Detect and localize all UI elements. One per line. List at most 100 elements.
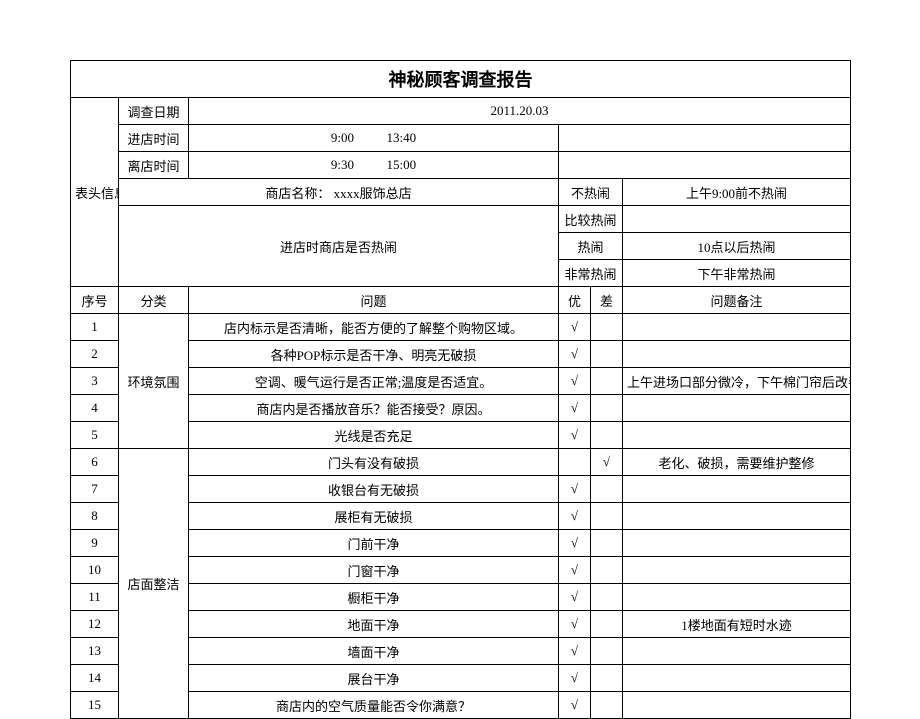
note <box>623 530 851 557</box>
question: 商店内是否播放音乐？能否接受？原因。 <box>189 395 559 422</box>
enter-times: 9:00 13:40 <box>189 125 559 152</box>
seq: 4 <box>71 395 119 422</box>
question: 门前干净 <box>189 530 559 557</box>
good <box>559 449 591 476</box>
busy-level-2: 热闹 <box>559 233 623 260</box>
store-label: 商店名称： <box>265 186 330 201</box>
seq: 1 <box>71 314 119 341</box>
store-value: xxxx服饰总店 <box>334 186 412 201</box>
bad <box>591 314 623 341</box>
col-note: 问题备注 <box>623 287 851 314</box>
seq: 8 <box>71 503 119 530</box>
busy-note-0: 上午9:00前不热闹 <box>623 179 851 206</box>
bad <box>591 584 623 611</box>
good: √ <box>559 665 591 692</box>
date-label: 调查日期 <box>119 98 189 125</box>
good: √ <box>559 584 591 611</box>
seq: 13 <box>71 638 119 665</box>
seq: 3 <box>71 368 119 395</box>
note <box>623 503 851 530</box>
bad <box>591 557 623 584</box>
question: 光线是否充足 <box>189 422 559 449</box>
leave-t1: 9:30 <box>331 157 354 172</box>
enter-t1: 9:00 <box>331 130 354 145</box>
good: √ <box>559 611 591 638</box>
note <box>623 314 851 341</box>
note <box>623 584 851 611</box>
seq: 14 <box>71 665 119 692</box>
col-cat: 分类 <box>119 287 189 314</box>
busy-level-0: 不热闹 <box>559 179 623 206</box>
good: √ <box>559 422 591 449</box>
store-name: 商店名称： xxxx服饰总店 <box>119 179 559 206</box>
busy-note-1 <box>623 206 851 233</box>
blank <box>559 125 851 152</box>
bad <box>591 368 623 395</box>
good: √ <box>559 395 591 422</box>
enter-label: 进店时间 <box>119 125 189 152</box>
category-1: 店面整洁 <box>119 449 189 719</box>
good: √ <box>559 503 591 530</box>
col-seq: 序号 <box>71 287 119 314</box>
note: 老化、破损，需要维护整修 <box>623 449 851 476</box>
bad <box>591 530 623 557</box>
col-bad: 差 <box>591 287 623 314</box>
question: 地面干净 <box>189 611 559 638</box>
question: 空调、暖气运行是否正常;温度是否适宜。 <box>189 368 559 395</box>
category-0: 环境氛围 <box>119 314 189 449</box>
bad <box>591 611 623 638</box>
good: √ <box>559 476 591 503</box>
note <box>623 665 851 692</box>
seq: 2 <box>71 341 119 368</box>
question: 展柜有无破损 <box>189 503 559 530</box>
note <box>623 638 851 665</box>
report-table: 神秘顾客调查报告 表头信息 调查日期 2011.20.03 进店时间 9:00 … <box>70 60 851 719</box>
note <box>623 557 851 584</box>
report-title: 神秘顾客调查报告 <box>71 61 851 98</box>
col-good: 优 <box>559 287 591 314</box>
note <box>623 341 851 368</box>
seq: 10 <box>71 557 119 584</box>
leave-label: 离店时间 <box>119 152 189 179</box>
good: √ <box>559 341 591 368</box>
header-group-label: 表头信息 <box>71 98 119 287</box>
question: 各种POP标示是否干净、明亮无破损 <box>189 341 559 368</box>
busy-note-3: 下午非常热闹 <box>623 260 851 287</box>
bad: √ <box>591 449 623 476</box>
question: 橱柜干净 <box>189 584 559 611</box>
question: 墙面干净 <box>189 638 559 665</box>
blank <box>559 152 851 179</box>
good: √ <box>559 368 591 395</box>
bad <box>591 638 623 665</box>
note: 1楼地面有短时水迹 <box>623 611 851 638</box>
busy-level-3: 非常热闹 <box>559 260 623 287</box>
date-value: 2011.20.03 <box>189 98 851 125</box>
bad <box>591 422 623 449</box>
good: √ <box>559 638 591 665</box>
good: √ <box>559 557 591 584</box>
good: √ <box>559 314 591 341</box>
note <box>623 422 851 449</box>
bad <box>591 665 623 692</box>
seq: 11 <box>71 584 119 611</box>
seq: 15 <box>71 692 119 719</box>
note: 上午进场口部分微冷，下午棉门帘后改善 <box>623 368 851 395</box>
col-q: 问题 <box>189 287 559 314</box>
question: 收银台有无破损 <box>189 476 559 503</box>
leave-times: 9:30 15:00 <box>189 152 559 179</box>
bad <box>591 395 623 422</box>
bad <box>591 692 623 719</box>
note <box>623 476 851 503</box>
page: 神秘顾客调查报告 表头信息 调查日期 2011.20.03 进店时间 9:00 … <box>0 0 920 651</box>
good: √ <box>559 530 591 557</box>
seq: 5 <box>71 422 119 449</box>
good: √ <box>559 692 591 719</box>
seq: 12 <box>71 611 119 638</box>
question: 门头有没有破损 <box>189 449 559 476</box>
seq: 6 <box>71 449 119 476</box>
seq: 7 <box>71 476 119 503</box>
note <box>623 692 851 719</box>
seq: 9 <box>71 530 119 557</box>
leave-t2: 15:00 <box>387 157 417 172</box>
enter-t2: 13:40 <box>387 130 417 145</box>
